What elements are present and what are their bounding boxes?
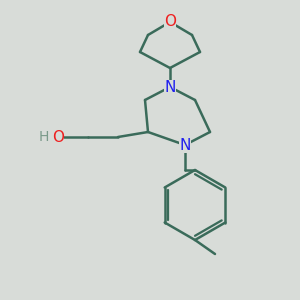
Text: N: N	[164, 80, 176, 94]
Text: O: O	[164, 14, 176, 29]
Text: N: N	[179, 137, 191, 152]
Text: H: H	[39, 130, 49, 144]
Text: O: O	[52, 130, 64, 145]
